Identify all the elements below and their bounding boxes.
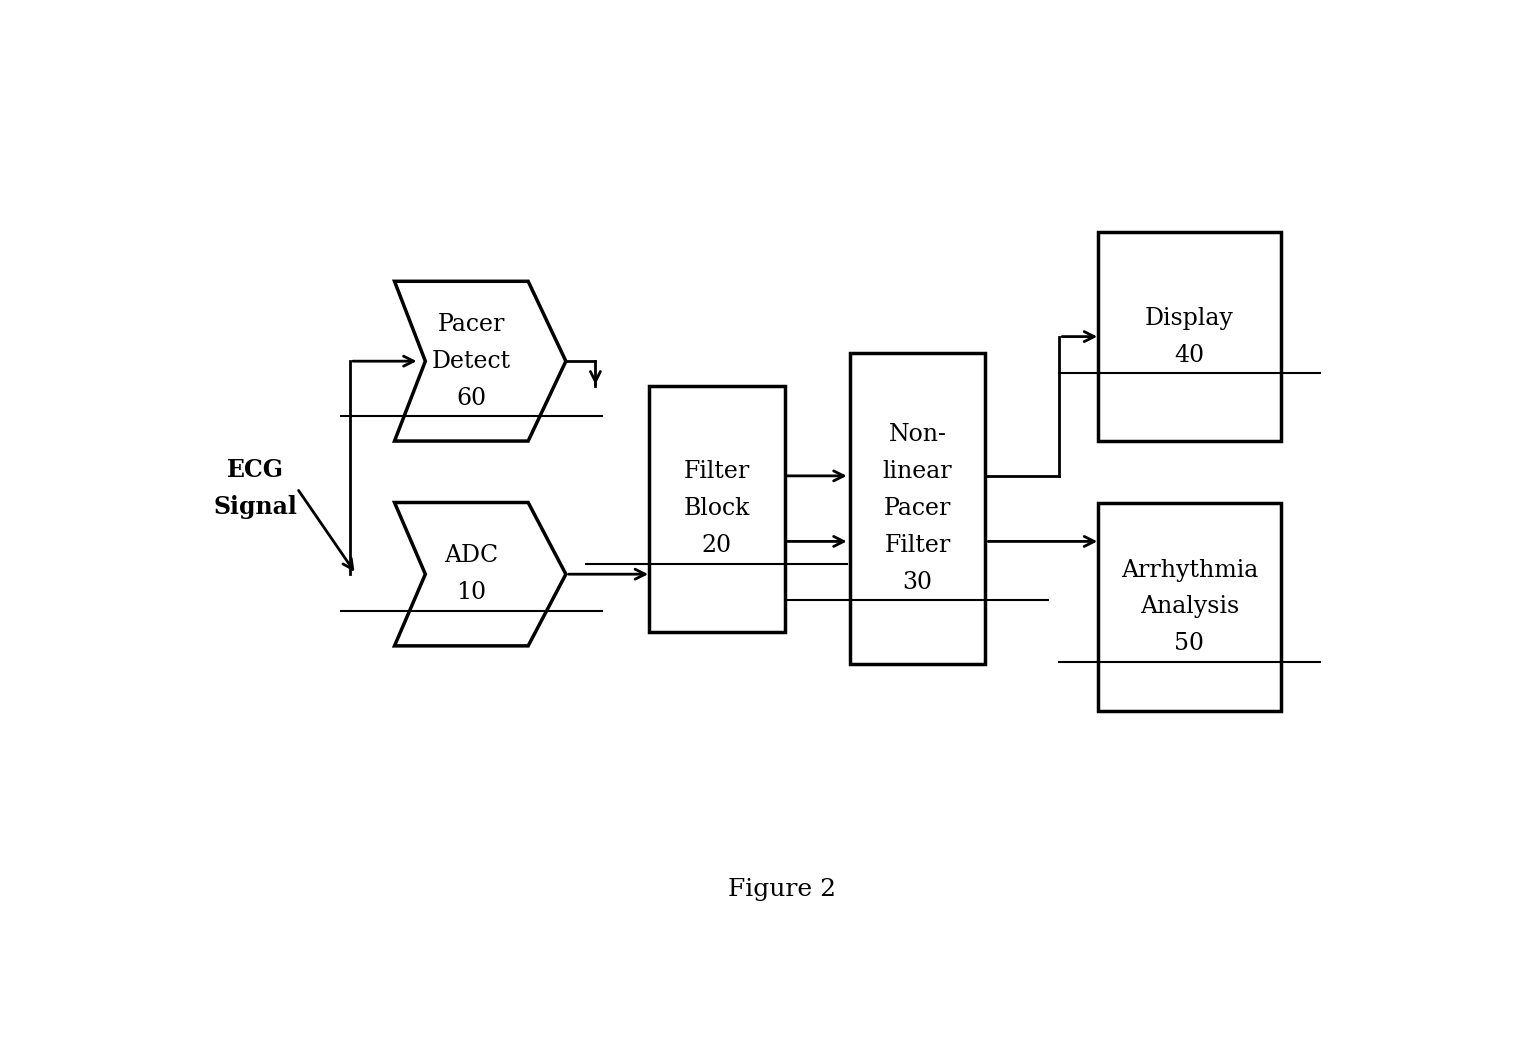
Text: Arrhythmia: Arrhythmia <box>1121 559 1258 582</box>
FancyBboxPatch shape <box>648 386 784 632</box>
Text: Analysis: Analysis <box>1139 596 1238 618</box>
Text: 50: 50 <box>1174 632 1205 655</box>
Text: ADC: ADC <box>445 545 499 567</box>
Polygon shape <box>395 281 566 442</box>
Text: Filter: Filter <box>884 534 950 558</box>
Text: Detect: Detect <box>432 350 511 372</box>
Text: 30: 30 <box>903 571 932 594</box>
FancyBboxPatch shape <box>1098 232 1281 442</box>
Text: 10: 10 <box>456 581 486 604</box>
Text: ECG: ECG <box>227 458 284 482</box>
Text: Pacer: Pacer <box>884 497 952 520</box>
Text: 60: 60 <box>456 386 486 410</box>
Text: Display: Display <box>1145 306 1234 330</box>
Text: 20: 20 <box>702 534 732 558</box>
Text: Signal: Signal <box>214 495 297 518</box>
Text: 40: 40 <box>1174 344 1205 366</box>
Text: Block: Block <box>683 497 750 520</box>
Polygon shape <box>395 502 566 646</box>
FancyBboxPatch shape <box>849 353 985 664</box>
Text: Non-: Non- <box>889 423 947 447</box>
Text: Pacer: Pacer <box>438 313 505 336</box>
Text: Figure 2: Figure 2 <box>727 878 836 901</box>
Text: linear: linear <box>883 461 952 483</box>
FancyBboxPatch shape <box>1098 502 1281 712</box>
Text: Filter: Filter <box>683 461 750 483</box>
